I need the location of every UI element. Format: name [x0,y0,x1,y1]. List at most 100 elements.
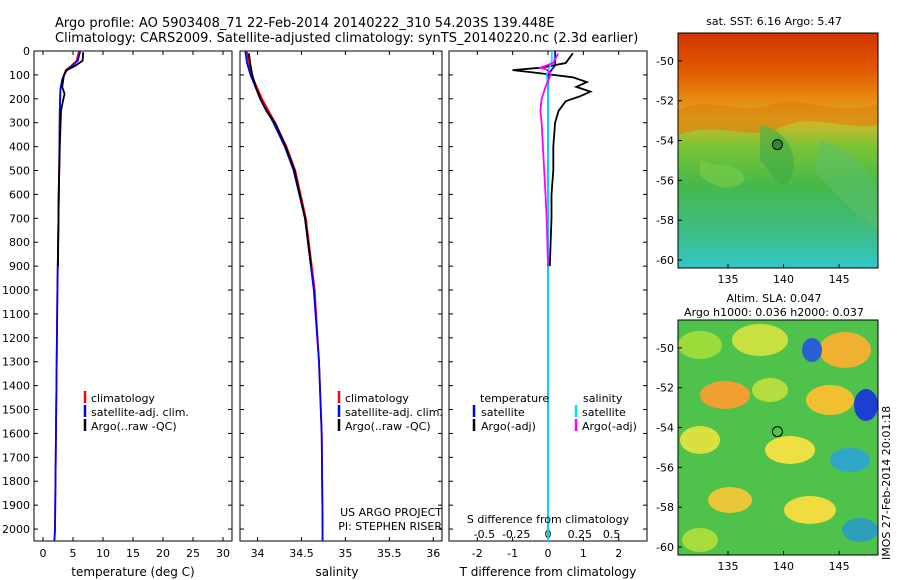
legend-header-temperature: temperature [480,392,549,405]
map-y-tick-label: -52 [656,382,674,395]
salinity-xlabel: salinity [315,565,358,579]
y-tick-label: 600 [9,188,30,201]
difference-legend: temperature salinity satellite Argo(-adj… [472,392,637,433]
y-tick-label: 0 [23,45,30,58]
sst-map-frame [677,32,879,269]
x-tick-label: 30 [216,547,230,560]
legend-label-t-argo: Argo(-adj) [481,420,536,433]
y-tick-label: 1100 [2,308,30,321]
legend-label-s-satellite: satellite [582,406,626,419]
sst-map-ticks: 135 140 145 -50 -52 -54 -56 -58 -60 [656,55,850,286]
map-y-tick-label: -60 [656,541,674,554]
sst-map-title: sat. SST: 6.16 Argo: 5.47 [706,15,842,28]
sst-map-panel: sat. SST: 6.16 Argo: 5.47 135 140 145 -50 -5… [656,15,879,286]
series-line-satellite-adj-clim- [244,50,324,541]
map-x-tick-label: 145 [829,560,850,573]
imos-timestamp: IMOS 27-Feb-2014 20:01:18 [880,406,893,560]
x-tick-label: 5 [70,547,77,560]
legend-label-satellite: satellite-adj. clim. [91,406,189,419]
x-tick-label: 34.5 [289,547,314,560]
legend-label-t-satellite: satellite [481,406,525,419]
map-x-tick-label: 140 [773,560,794,573]
salinity-axes-frame [239,50,443,542]
difference-x-ticks: -2 -1 0 1 2 [472,51,622,560]
y-tick-label: 900 [9,260,30,273]
sla-map-panel: Altim. SLA: 0.047 Argo h1000: 0.036 h200… [656,292,879,573]
map-y-tick-label: -52 [656,95,674,108]
y-tick-label: 500 [9,165,30,178]
series-line-t-satellite [547,51,556,541]
temperature-lines [53,50,85,542]
legend-label-s-argo: Argo(-adj) [582,420,637,433]
map-x-tick-label: 145 [829,273,850,286]
series-line-s-satellite [545,51,553,541]
sst-argo-location-marker [771,139,783,151]
y-tick-label: 100 [9,69,30,82]
salinity-lines [244,50,324,541]
y-tick-label: 1300 [2,356,30,369]
x-tick-label: 35 [338,547,352,560]
temperature-xlabel: temperature (deg C) [71,565,194,579]
s-tick-label: 0.25 [568,528,593,541]
map-x-tick-label: 135 [718,560,739,573]
map-y-tick-label: -54 [656,422,674,435]
y-tick-label: 300 [9,117,30,130]
x-tick-label: 10 [96,547,110,560]
y-tick-label: 1700 [2,451,30,464]
series-line-climatology [246,50,324,541]
title-line1: Argo profile: AO 5903408_71 22-Feb-2014 … [55,16,555,31]
map-y-tick-label: -58 [656,501,674,514]
x-tick-label: 25 [186,547,200,560]
y-tick-label: 1600 [2,427,30,440]
map-x-tick-label: 140 [773,273,794,286]
x-tick-label: 36 [426,547,440,560]
y-tick-label: 1000 [2,284,30,297]
temperature-panel: 0100200300400500600700800900100011001200… [2,45,233,579]
series-line-t-argo-adj- [512,52,593,267]
x-tick-label: 0 [545,547,552,560]
salinity-panel: 34 34.5 35 35.5 36 salinity climatology sate… [239,50,443,579]
temperature-legend: climatology satellite-adj. clim. Argo(..… [83,391,189,433]
x-tick-label: 15 [126,547,140,560]
temperature-axes-frame [33,50,233,542]
x-tick-label: 0 [40,547,47,560]
sla-map-title: Altim. SLA: 0.047 [726,292,821,305]
legend-header-salinity: salinity [583,392,623,405]
map-y-tick-label: -58 [656,214,674,227]
sla-map-ticks: 135 140 145 -50 -52 -54 -56 -58 -60 [656,342,850,573]
y-tick-label: 1800 [2,475,30,488]
difference-panel: -2 -1 0 1 2 -0.5 -0.25 0 0.25 0.5 S difference f… [448,50,648,579]
y-tick-label: 200 [9,93,30,106]
x-tick-label: 34 [251,547,265,560]
salinity-y-ticks [240,50,442,530]
map-y-tick-label: -56 [656,461,674,474]
x-tick-label: -2 [472,547,483,560]
x-tick-label: 1 [580,547,587,560]
annotation-pi: PI: STEPHEN RISER [338,520,442,533]
series-line-satellite-adj-clim- [53,50,82,542]
legend-label-satellite: satellite-adj. clim. [345,406,443,419]
difference-s-ticks: -0.5 -0.25 0 0.25 0.5 [474,528,621,541]
series-line-argo-raw-qc- [57,52,85,267]
s-tick-label: -0.5 [474,528,495,541]
y-tick-label: 400 [9,141,30,154]
legend-label-argo: Argo(..raw -QC) [91,420,177,433]
y-tick-label: 1400 [2,380,30,393]
series-line-argo-raw-qc- [247,53,312,267]
annotation-project: US ARGO PROJECT [340,506,442,519]
sst-map-texture [678,101,878,230]
map-y-tick-label: -50 [656,55,674,68]
title-line2: Climatology: CARS2009. Satellite-adjuste… [55,31,638,46]
temperature-y-ticks: 0 100 200 300 400 500 600 700 800 900 1000 1100 1200… [2,45,232,536]
map-y-tick-label: -50 [656,342,674,355]
map-y-tick-label: -56 [656,174,674,187]
x-tick-label: 20 [156,547,170,560]
y-tick-label: 800 [9,236,30,249]
y-tick-label: 1200 [2,332,30,345]
difference-xlabel-top: S difference from climatology [467,513,630,526]
salinity-x-ticks: 34 34.5 35 35.5 36 [251,51,440,560]
sla-map-frame [677,319,879,556]
difference-y-ticks [449,50,647,530]
y-tick-label: 2000 [2,523,30,536]
